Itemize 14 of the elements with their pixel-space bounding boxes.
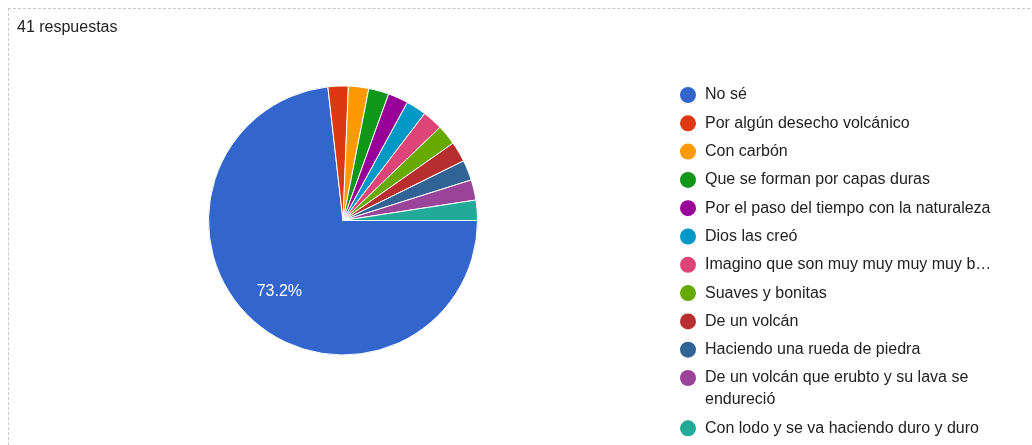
legend-label: Por algún desecho volcánico (705, 113, 910, 131)
legend-label: De un volcán que erubto y su lava se endureció (705, 368, 969, 408)
legend-label: De un volcán (705, 311, 799, 329)
legend-label: Dios las creó (705, 226, 798, 244)
legend-label: No sé (705, 85, 747, 103)
legend-label: Imagino que son muy muy muy muy b… (705, 255, 992, 273)
text: 41 respuestas (17, 18, 118, 36)
legend-label: Por el paso del tiempo con la naturaleza (705, 198, 991, 216)
legend-label: Suaves y bonitas (705, 283, 827, 301)
legend-label: Con lodo y se va haciendo duro y duro (705, 418, 980, 436)
data-label: 73.2% (256, 282, 303, 300)
legend-label: Haciendo una rueda de piedra (705, 340, 921, 358)
legend-label: Que se forman por capas duras (705, 170, 931, 188)
legend-label: Con carbón (705, 142, 788, 160)
